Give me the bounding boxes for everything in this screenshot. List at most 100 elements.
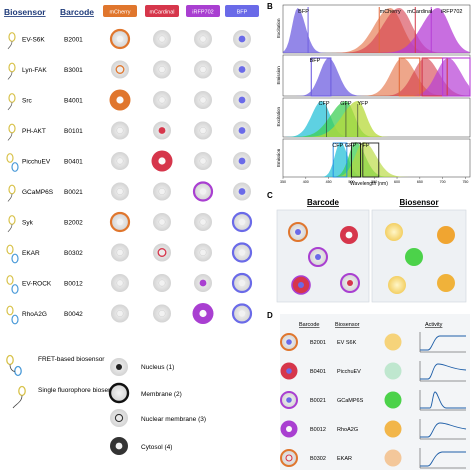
spectrum-curve (283, 101, 470, 137)
d-header-barcode: Barcode (299, 322, 320, 328)
cell-nucleus (116, 96, 124, 104)
header-biosensor: Biosensor (4, 7, 46, 17)
biosensor-title: Biosensor (399, 198, 438, 207)
strip-row-label: Emission (276, 66, 281, 85)
spectrum-curve (283, 8, 470, 53)
d-header-activity: Activity (425, 322, 443, 328)
legend-sensor-types: FRET-based biosensor Single fluorophore … (6, 354, 122, 409)
single-sensor-icon (8, 32, 16, 42)
cell-nucleus (238, 127, 246, 134)
cell-nucleus (238, 249, 246, 256)
d-barcode-id: B0302 (310, 456, 326, 462)
cell-nucleus (238, 157, 246, 165)
cell-nucleus (199, 157, 207, 165)
cell-nucleus (116, 35, 124, 43)
sensor-tether (7, 132, 13, 141)
filter-box (421, 57, 448, 97)
biosensor-cell (384, 391, 402, 409)
barcode-id: B2001 (64, 37, 83, 44)
channel-chip (186, 5, 220, 17)
biosensor-row: Lyn-FAK B3001 (7, 60, 251, 80)
spectrum-curve (283, 58, 470, 96)
barcode-id: B2002 (64, 220, 83, 227)
x-tick-label: 450 (326, 180, 332, 184)
fret-acceptor-icon (11, 253, 19, 264)
single-sensor-icon (12, 385, 26, 409)
panel-c: B C Barcode Biosensor (267, 191, 467, 303)
activity-trace (420, 422, 467, 438)
spectrum-curve (283, 8, 470, 53)
biosensor-row: EV-ROCK B0012 (6, 272, 253, 294)
x-tick-label: 750 (462, 180, 468, 184)
panel-d-row: B0401 PicchuEV (280, 361, 467, 382)
cell-nucleus (238, 310, 246, 317)
cell-nucleus (116, 188, 124, 195)
biosensor-row: Src B4001 (7, 89, 251, 111)
d-header-biosensor: Biosensor (335, 322, 360, 328)
biosensor-row: EKAR B0302 (6, 242, 253, 264)
barcode-id: B0101 (64, 128, 83, 135)
cell-nucleus (116, 310, 124, 317)
single-sensor-icon (8, 215, 16, 225)
biosensor-cell (384, 449, 402, 467)
barcode-cell (291, 275, 311, 295)
barcode-nucleus (286, 426, 292, 432)
single-sensor-icon (8, 93, 16, 103)
legend-single-label: Single fluorophore biosensor (38, 387, 122, 394)
cell-nucleus (199, 218, 207, 226)
cell-nucleus (158, 127, 166, 134)
fret-sensor-icon (6, 305, 14, 316)
channel-label: BFP (237, 10, 248, 16)
panel-d-row: B2001 EV S6K (280, 332, 466, 353)
legend-locations: Nucleus (1) Membrane (2) Nuclear membran… (108, 358, 206, 455)
cell-nucleus (158, 279, 166, 287)
barcode-nucleus (285, 454, 293, 462)
biosensor-cell (405, 248, 423, 266)
biosensor-cell (437, 274, 455, 292)
fret-acceptor-icon (11, 284, 19, 294)
x-tick-label: 500 (348, 180, 354, 184)
panel-a: Biosensor Barcode mCherry mCardinal iRFP70… (4, 5, 259, 455)
spectrum-curve (283, 8, 470, 53)
activity-trace (420, 363, 467, 380)
barcode-id: B0021 (64, 189, 83, 196)
cell-nucleus (116, 157, 124, 165)
cell-nucleus (199, 188, 207, 195)
cell-nucleus (199, 249, 207, 256)
single-sensor-icon (8, 123, 16, 134)
peak-label: BFP (310, 58, 321, 64)
cell-nucleus (158, 96, 166, 104)
spectrum-curve (283, 8, 470, 53)
peak-label: mCherry (380, 9, 401, 15)
barcode-nucleus (286, 368, 292, 374)
cell-nucleus (238, 35, 246, 43)
cell-nucleus (158, 157, 166, 165)
spectrum-curve (283, 58, 470, 96)
biosensor-name: RhoA2G (22, 311, 47, 318)
cell-nucleus (238, 218, 246, 226)
panel-d: D Barcode Biosensor Activity B2001 EV S6K… (267, 311, 470, 470)
barcode-nucleus (286, 397, 292, 403)
barcode-id: B0401 (64, 159, 83, 166)
panel-b: B Excitation Emission Excitation Emission BF… (267, 2, 471, 187)
cell-nucleus (158, 310, 166, 317)
biosensor-cell (384, 420, 402, 438)
biosensor-cell (388, 276, 406, 294)
cell-nucleus (199, 279, 207, 287)
cell-nucleus (238, 96, 246, 104)
cell-nucleus (199, 127, 207, 134)
barcode-cell (308, 247, 328, 267)
d-biosensor-name: RhoA2G (337, 427, 358, 433)
panel-b-letter: B (267, 2, 273, 11)
barcode-id: B0012 (64, 281, 83, 288)
barcode-id: B3001 (64, 67, 83, 74)
d-barcode-id: B0021 (310, 398, 326, 404)
biosensor-cell (437, 226, 455, 244)
d-barcode-id: B2001 (310, 340, 326, 346)
barcode-cell (340, 226, 358, 244)
spectrum-curve (283, 58, 470, 96)
x-tick-label: 700 (440, 180, 446, 184)
biosensor-name: EV-ROCK (22, 281, 52, 288)
strip-row-label: Emission (276, 148, 281, 167)
cell-nucleus (158, 218, 166, 226)
